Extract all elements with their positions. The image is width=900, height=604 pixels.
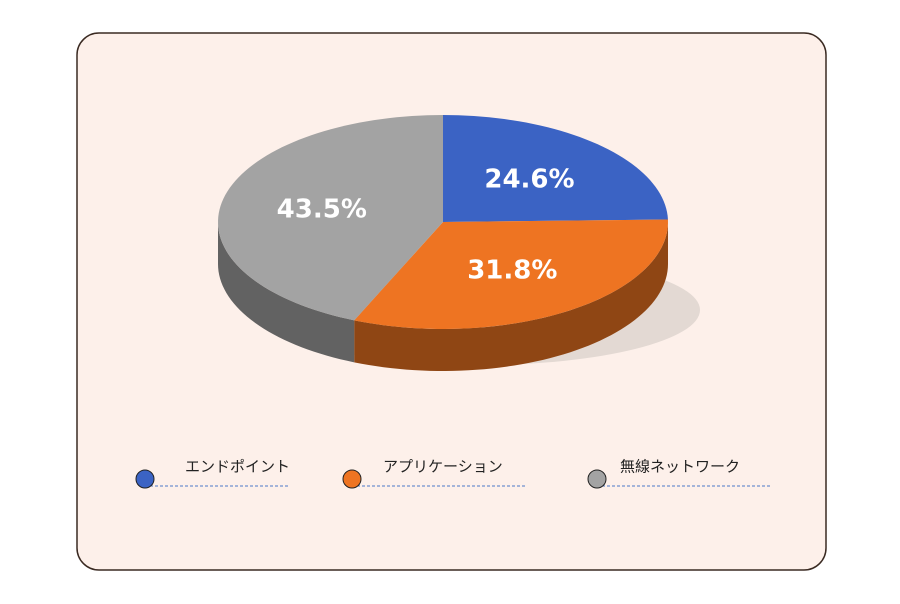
slice [218,115,443,321]
legend-label: エンドポイント [185,458,290,476]
legend-marker [342,469,362,489]
data-label: 24.6% [484,164,574,194]
data-label: 31.8% [467,255,557,285]
slice-side [218,222,355,363]
slice [443,115,668,222]
data-label: 43.5% [277,195,367,225]
legend-marker [135,469,155,489]
legend-label: 無線ネットワーク [620,458,740,476]
pie: 24.6% 31.8% 43.5% [218,115,668,371]
legend: エンドポイント アプリケーション 無線ネットワーク [135,458,770,489]
slice [354,219,668,329]
slice-side [354,222,668,371]
legend-label: アプリケーション [383,458,503,476]
legend-marker [587,469,607,489]
